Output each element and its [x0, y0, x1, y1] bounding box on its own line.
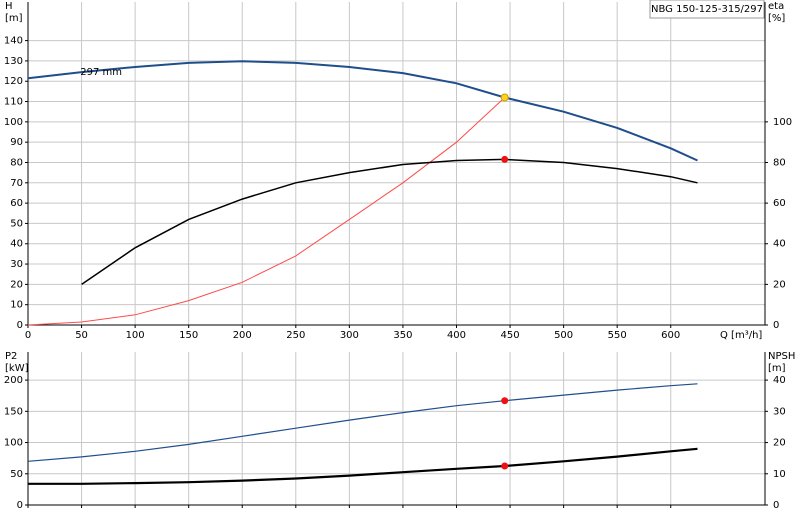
y-tick-label: 10 — [10, 300, 23, 311]
y2-tick-label: 20 — [773, 438, 786, 449]
x-tick-label: 100 — [126, 330, 145, 341]
x-tick-label: 350 — [393, 330, 412, 341]
title-box — [649, 0, 765, 19]
y-tick-label: 130 — [4, 56, 23, 67]
curve — [27, 383, 698, 462]
y-tick-label: 120 — [4, 76, 23, 87]
y2-axis-label: NPSH — [768, 351, 795, 362]
y-tick-label: 100 — [4, 117, 23, 128]
y-tick-label: 140 — [4, 36, 23, 47]
y2-axis-label: [%] — [768, 13, 785, 24]
y-tick-label: 110 — [4, 97, 23, 108]
y-tick-label: 60 — [10, 198, 23, 209]
annotation: 297 mm — [80, 67, 122, 78]
duty-point — [501, 462, 509, 470]
y2-tick-label: 0 — [773, 500, 779, 511]
y2-tick-label: 10 — [773, 469, 786, 480]
y-tick-label: 0 — [17, 500, 23, 511]
y2-tick-label: 40 — [773, 375, 786, 386]
y-tick-label: 50 — [10, 218, 23, 229]
y-tick-label: 50 — [10, 469, 23, 480]
y2-tick-label: 40 — [773, 239, 786, 250]
x-tick-label: 400 — [447, 330, 466, 341]
x-tick-label: 250 — [286, 330, 305, 341]
curve — [27, 97, 506, 326]
y2-tick-label: 20 — [773, 279, 786, 290]
y-axis-label: H — [5, 1, 13, 12]
y2-tick-label: 80 — [773, 157, 786, 168]
y2-tick-label: 30 — [773, 406, 786, 417]
y-tick-label: 40 — [10, 239, 23, 250]
y2-axis-label: [m] — [768, 363, 786, 374]
y-axis-label: [kW] — [5, 363, 29, 374]
y2-tick-label: 0 — [773, 320, 779, 331]
y-tick-label: 90 — [10, 137, 23, 148]
y-tick-label: 200 — [4, 375, 23, 386]
y-tick-label: 30 — [10, 259, 23, 270]
x-tick-label: 450 — [501, 330, 520, 341]
x-tick-label: 50 — [75, 330, 88, 341]
x-tick-label: 200 — [233, 330, 252, 341]
x-tick-label: 550 — [608, 330, 627, 341]
duty-point — [501, 397, 509, 405]
x-tick-label: 500 — [554, 330, 573, 341]
y-tick-label: 80 — [10, 157, 23, 168]
duty-point — [501, 155, 509, 163]
y-tick-label: 70 — [10, 178, 23, 189]
y2-tick-label: 100 — [773, 117, 792, 128]
y-tick-label: 100 — [4, 438, 23, 449]
curve — [27, 60, 698, 162]
x-tick-label: 150 — [179, 330, 198, 341]
y-axis-label: [m] — [5, 13, 23, 24]
x-tick-label: 600 — [661, 330, 680, 341]
x-tick-label: 0 — [25, 330, 31, 341]
x-axis-label: Q [m³/h] — [720, 330, 762, 341]
curve — [81, 158, 698, 286]
y-tick-label: 0 — [17, 320, 23, 331]
y2-axis-label: eta — [768, 1, 784, 12]
curve — [28, 447, 698, 485]
y-tick-label: 20 — [10, 279, 23, 290]
x-tick-label: 300 — [340, 330, 359, 341]
y2-tick-label: 60 — [773, 198, 786, 209]
chart-title: NBG 150-125-315/297 — [651, 4, 763, 15]
duty-point — [500, 93, 509, 102]
y-axis-label: P2 — [5, 351, 17, 362]
y-tick-label: 150 — [4, 406, 23, 417]
